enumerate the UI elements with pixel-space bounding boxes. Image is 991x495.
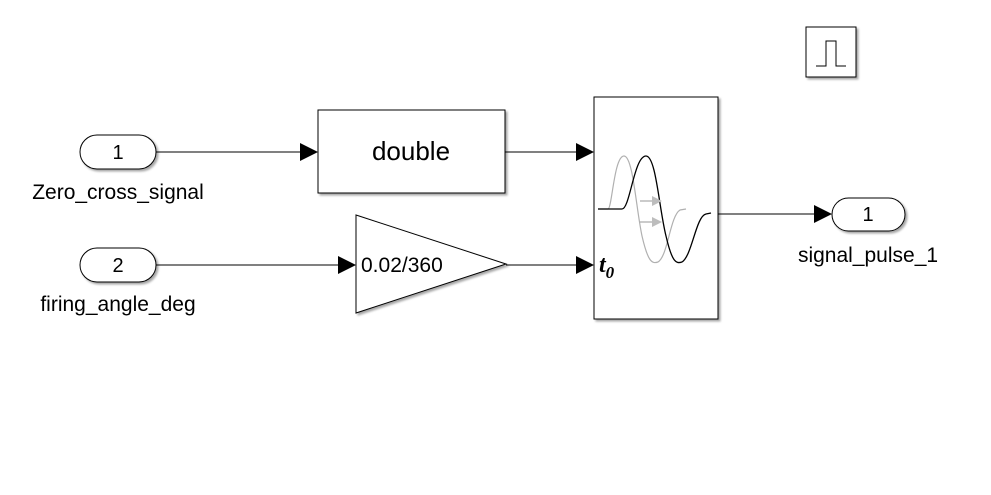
delayed-wave-icon (598, 155, 712, 264)
signal-line-gain-to-delay[interactable] (506, 256, 594, 274)
outport-1-label: signal_pulse_1 (798, 244, 938, 267)
inport-1-number: 1 (112, 142, 123, 164)
delay-input-port-label: t0 (599, 252, 615, 282)
inport-1[interactable]: 1 (79, 134, 157, 170)
variable-transport-delay-block[interactable]: t0 (593, 96, 719, 320)
inport-2-label: firing_angle_deg (40, 293, 195, 316)
inport-2-number: 2 (112, 255, 123, 277)
signal-line-inport1-to-conversion[interactable] (156, 143, 318, 161)
inport-2[interactable]: 2 (79, 247, 157, 283)
gain-block-label: 0.02/360 (361, 254, 443, 277)
signal-line-conversion-to-delay[interactable] (505, 143, 594, 161)
signal-line-inport2-to-gain[interactable] (156, 256, 356, 274)
conversion-block-label: double (372, 136, 450, 166)
outport-1[interactable]: 1 (831, 197, 906, 232)
gain-block[interactable]: 0.02/360 (355, 214, 508, 314)
pulse-generator-icon[interactable] (805, 26, 857, 78)
signal-line-delay-to-outport[interactable] (718, 205, 832, 223)
data-type-conversion-block[interactable]: double (317, 109, 506, 194)
outport-1-number: 1 (862, 204, 873, 226)
inport-1-label: Zero_cross_signal (32, 181, 204, 204)
